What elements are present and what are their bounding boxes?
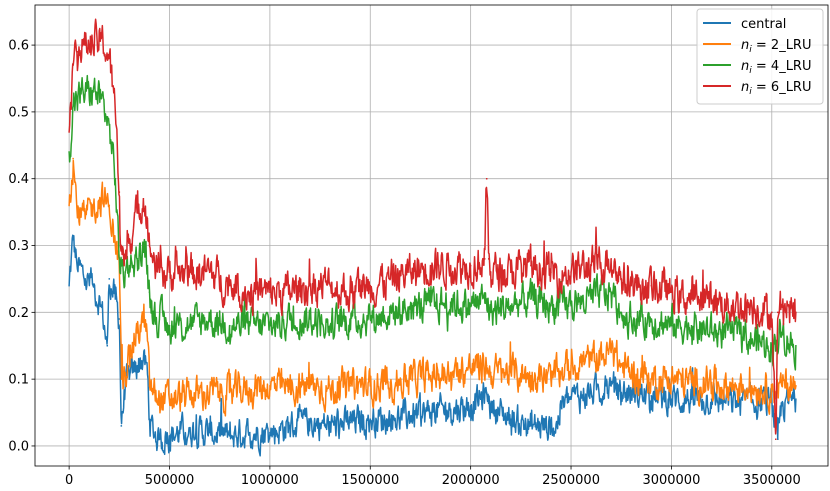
x-tick-label: 0 [65, 473, 73, 488]
y-axis: 0.0 0.1 0.2 0.3 0.4 0.5 0.6 [8, 39, 35, 454]
y-tick-label: 0.5 [8, 105, 29, 120]
series-line-2 [68, 74, 797, 371]
y-tick-label: 0.2 [8, 306, 29, 321]
legend-label: central [741, 17, 786, 32]
series-layer [68, 18, 797, 457]
x-tick-label: 1000000 [241, 473, 299, 488]
y-tick-label: 0.1 [8, 373, 29, 388]
legend-box [696, 8, 824, 105]
series-line-1 [68, 157, 797, 417]
legend-label: ni = 4_LRU [741, 59, 811, 76]
legend-label: ni = 6_LRU [741, 80, 811, 97]
y-tick-label: 0.0 [8, 439, 29, 454]
y-tick-label: 0.3 [8, 239, 29, 254]
x-tick-label: 1500000 [341, 473, 399, 488]
series-line-3 [68, 18, 797, 441]
x-tick-label: 2000000 [442, 473, 500, 488]
x-tick-label: 500000 [145, 473, 195, 488]
y-tick-label: 0.6 [8, 39, 29, 54]
x-axis: 0 500000 1000000 1500000 2000000 2500000 30000… [65, 466, 801, 488]
series-line-0 [68, 234, 797, 457]
x-tick-label: 3000000 [642, 473, 700, 488]
x-tick-label: 3500000 [743, 473, 801, 488]
plot-area-frame [34, 4, 829, 467]
legend-label: ni = 2_LRU [741, 38, 811, 55]
y-tick-label: 0.4 [8, 172, 29, 187]
x-tick-label: 2500000 [542, 473, 600, 488]
